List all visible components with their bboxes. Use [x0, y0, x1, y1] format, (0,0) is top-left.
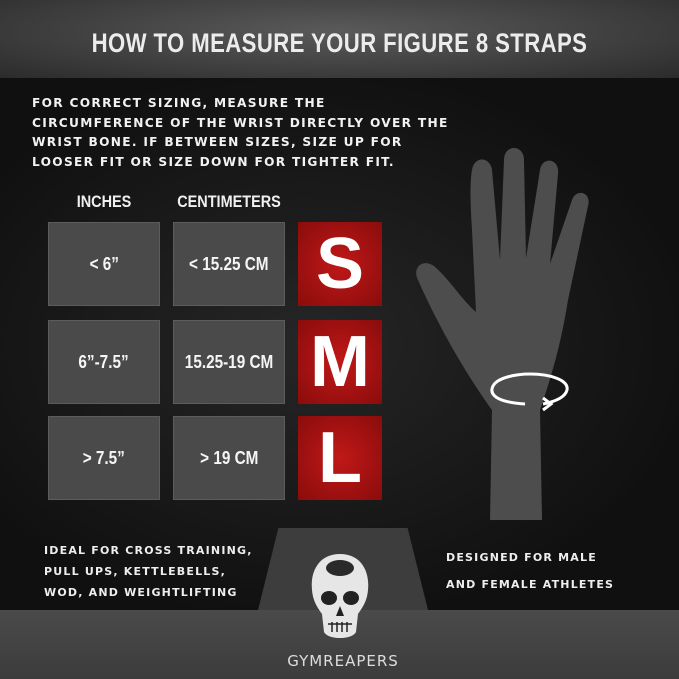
cell-inches: 6”-7.5” — [48, 320, 160, 404]
header-centimeters: CENTIMETERS — [177, 192, 281, 211]
page-title: HOW TO MEASURE YOUR FIGURE 8 STRAPS — [91, 28, 588, 58]
size-badge-l: L — [298, 416, 382, 500]
inches-value: < 6” — [89, 253, 119, 274]
cell-cm: 15.25-19 CM — [173, 320, 285, 404]
size-badge-s: S — [298, 222, 382, 306]
cell-inches: > 7.5” — [48, 416, 160, 500]
footer-uses: Ideal for cross training, pull ups, kett… — [44, 540, 253, 603]
header-inches: INCHES — [76, 192, 132, 211]
footer-line: pull ups, kettlebells, — [44, 565, 227, 578]
size-badge-m: M — [298, 320, 382, 404]
footer-line: and female athletes — [446, 578, 615, 591]
inches-value: 6”-7.5” — [78, 351, 130, 372]
brand-logo-text: GYMREAPERS — [287, 652, 399, 670]
rotate-arrow-icon — [490, 372, 569, 412]
hand-icon — [416, 148, 589, 520]
footer-line: wod, and weightlifting — [44, 586, 238, 599]
top-band — [0, 0, 679, 78]
inches-value: > 7.5” — [82, 447, 126, 468]
cm-value: < 15.25 CM — [189, 253, 269, 274]
footer-line: Ideal for cross training, — [44, 544, 253, 557]
cm-value: 15.25-19 CM — [184, 351, 274, 372]
sizing-instructions: For correct sizing, measure the circumfe… — [32, 96, 449, 169]
cm-value: > 19 CM — [199, 447, 259, 468]
footer-line: designed for male — [446, 551, 597, 564]
footer-audience: designed for male and female athletes — [446, 544, 614, 598]
cell-cm: < 15.25 CM — [173, 222, 285, 306]
skull-logo-icon — [311, 554, 369, 638]
cell-inches: < 6” — [48, 222, 160, 306]
cell-cm: > 19 CM — [173, 416, 285, 500]
